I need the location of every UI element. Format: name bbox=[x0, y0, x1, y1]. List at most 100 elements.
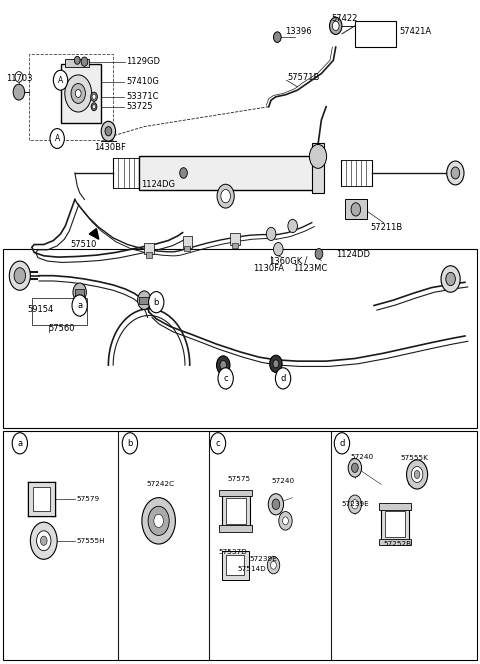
Circle shape bbox=[329, 17, 342, 35]
Text: b: b bbox=[127, 439, 132, 448]
Bar bbox=[144, 242, 154, 254]
Circle shape bbox=[210, 433, 226, 454]
Text: 57410G: 57410G bbox=[126, 77, 159, 86]
Circle shape bbox=[75, 90, 81, 98]
Circle shape bbox=[266, 227, 276, 240]
Bar bbox=[182, 236, 192, 248]
Circle shape bbox=[446, 272, 456, 286]
Text: 53725: 53725 bbox=[126, 102, 153, 111]
Text: 57555H: 57555H bbox=[76, 538, 105, 544]
Bar bbox=[312, 143, 324, 193]
Circle shape bbox=[217, 184, 234, 208]
Circle shape bbox=[73, 283, 86, 301]
Bar bbox=[184, 246, 190, 251]
Circle shape bbox=[148, 506, 169, 535]
Bar bbox=[222, 550, 249, 580]
Circle shape bbox=[279, 511, 292, 530]
Circle shape bbox=[149, 291, 164, 313]
Bar bbox=[65, 59, 89, 67]
Circle shape bbox=[91, 92, 97, 102]
Text: 59154: 59154 bbox=[27, 305, 53, 314]
Circle shape bbox=[411, 467, 423, 483]
Text: 57240: 57240 bbox=[271, 478, 294, 484]
Bar bbox=[75, 289, 84, 295]
Text: a: a bbox=[77, 301, 82, 310]
Text: 57422: 57422 bbox=[331, 14, 357, 23]
Circle shape bbox=[30, 522, 57, 559]
Text: a: a bbox=[17, 439, 23, 448]
Text: c: c bbox=[223, 374, 228, 383]
Text: 1129GD: 1129GD bbox=[127, 57, 161, 66]
Text: 57560: 57560 bbox=[48, 323, 75, 333]
Circle shape bbox=[276, 368, 291, 389]
Text: 1123MC: 1123MC bbox=[293, 264, 327, 273]
Text: 1430BF: 1430BF bbox=[94, 143, 126, 152]
Text: 57242C: 57242C bbox=[147, 481, 175, 487]
Circle shape bbox=[50, 129, 64, 149]
Circle shape bbox=[441, 266, 460, 292]
Text: 57239E: 57239E bbox=[341, 501, 369, 507]
Bar bbox=[385, 511, 405, 537]
Bar bbox=[3, 432, 477, 660]
Bar bbox=[3, 249, 477, 428]
Circle shape bbox=[138, 291, 151, 309]
Circle shape bbox=[53, 70, 68, 90]
Circle shape bbox=[447, 161, 464, 185]
Bar bbox=[232, 242, 238, 248]
Circle shape bbox=[221, 189, 230, 203]
Bar bbox=[33, 487, 50, 511]
Circle shape bbox=[348, 459, 361, 477]
Circle shape bbox=[288, 219, 298, 232]
Text: 11703: 11703 bbox=[6, 74, 33, 84]
Circle shape bbox=[351, 463, 358, 473]
Text: d: d bbox=[339, 439, 345, 448]
Bar bbox=[140, 157, 314, 189]
Circle shape bbox=[40, 536, 47, 545]
Text: b: b bbox=[154, 297, 159, 307]
Circle shape bbox=[220, 361, 227, 370]
Bar bbox=[226, 555, 244, 575]
Circle shape bbox=[91, 103, 97, 111]
Bar bbox=[28, 483, 55, 515]
Circle shape bbox=[101, 122, 116, 141]
Circle shape bbox=[273, 360, 279, 368]
Text: 1124DG: 1124DG bbox=[142, 181, 175, 189]
Text: 13396: 13396 bbox=[286, 27, 312, 36]
Circle shape bbox=[351, 499, 358, 509]
Text: 1360GK: 1360GK bbox=[269, 256, 302, 266]
Circle shape bbox=[14, 268, 25, 284]
Text: A: A bbox=[55, 134, 60, 143]
Circle shape bbox=[15, 72, 23, 82]
Text: 57575: 57575 bbox=[228, 476, 251, 482]
Circle shape bbox=[71, 84, 85, 104]
Text: c: c bbox=[216, 439, 220, 448]
Text: 57421A: 57421A bbox=[399, 27, 431, 37]
Circle shape bbox=[270, 355, 282, 373]
Text: 57579: 57579 bbox=[76, 496, 99, 502]
Bar bbox=[226, 497, 246, 524]
Circle shape bbox=[154, 514, 163, 527]
Polygon shape bbox=[89, 228, 99, 239]
Circle shape bbox=[216, 356, 230, 374]
Circle shape bbox=[92, 94, 96, 100]
Circle shape bbox=[351, 203, 360, 216]
Bar bbox=[219, 525, 252, 532]
Bar bbox=[60, 64, 101, 124]
Circle shape bbox=[348, 495, 361, 513]
Circle shape bbox=[74, 56, 80, 64]
Circle shape bbox=[414, 471, 420, 479]
Text: 57514D: 57514D bbox=[238, 566, 266, 572]
Circle shape bbox=[283, 517, 288, 525]
Circle shape bbox=[267, 556, 280, 574]
Circle shape bbox=[274, 242, 283, 256]
Bar bbox=[379, 539, 411, 545]
Text: 57537D: 57537D bbox=[218, 549, 247, 555]
Circle shape bbox=[81, 57, 88, 66]
Bar bbox=[219, 490, 252, 496]
Circle shape bbox=[218, 368, 233, 389]
Text: 57240: 57240 bbox=[350, 454, 373, 459]
Text: 57239E: 57239E bbox=[250, 556, 277, 562]
Text: 1124DD: 1124DD bbox=[336, 250, 370, 259]
Circle shape bbox=[13, 84, 24, 100]
Bar bbox=[345, 199, 367, 219]
